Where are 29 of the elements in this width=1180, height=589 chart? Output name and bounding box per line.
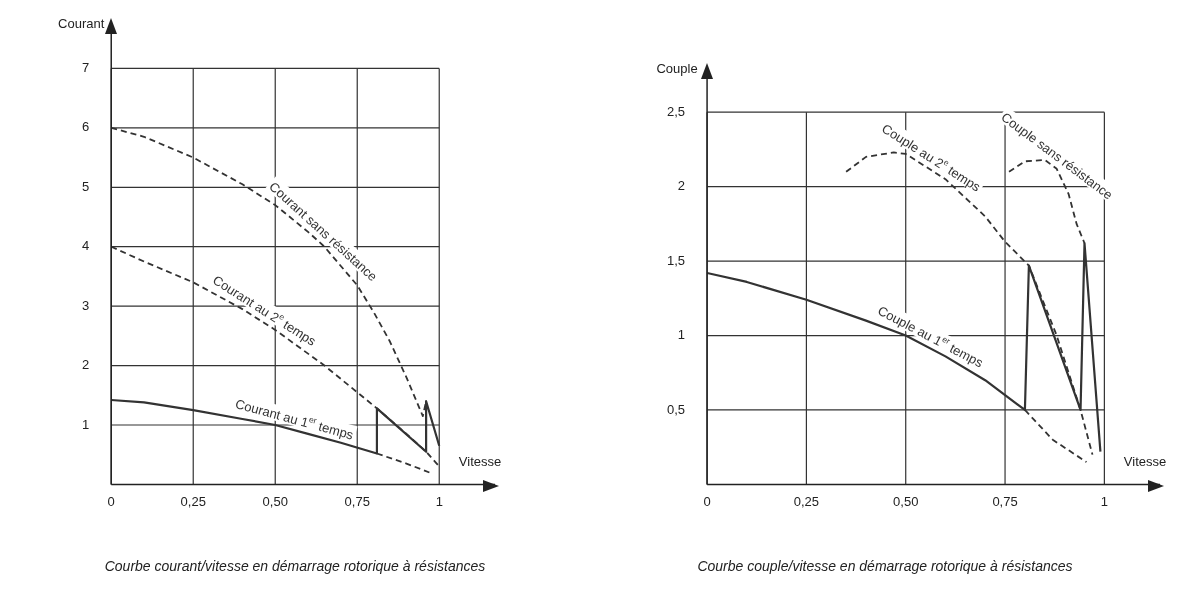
text: Courbe courant/vitesse en démarrage rotorique à résistances (103, 558, 487, 574)
x-axis-title: Vitesse (458, 454, 502, 470)
y-tick-label: 2 (82, 357, 90, 373)
x-tick-label: 1 (1100, 493, 1108, 509)
x-tick-label: 0 (703, 493, 711, 509)
x-tick-label: 1 (435, 493, 443, 509)
y-axis-title: Couple (656, 61, 698, 76)
x-tick-label: 0 (107, 493, 115, 509)
text: Courbe couple/vitesse en démarrage rotorique à résistances (696, 558, 1074, 574)
x-tick-label: 0,25 (793, 493, 820, 509)
x-tick-label: 0,50 (262, 493, 288, 509)
x-tick-label: 0,75 (992, 493, 1018, 509)
y-tick-label: 2 (677, 178, 686, 194)
y-tick-label: 5 (82, 178, 90, 194)
y-tick-label: 1 (82, 416, 90, 432)
text: Courant au 1er temps (233, 396, 356, 443)
y-tick-label: 1,5 (666, 252, 686, 268)
x-tick-label: 0,75 (344, 493, 370, 509)
x-axis-title: Vitesse (1123, 454, 1167, 470)
y-axis-title: Courant (58, 15, 105, 31)
x-tick-label: 0,25 (180, 493, 206, 509)
y-tick-label: 0,5 (666, 401, 686, 417)
y-tick-label: 4 (82, 238, 90, 254)
y-tick-label: 2,5 (666, 103, 686, 119)
y-tick-label: 1 (677, 327, 686, 343)
y-tick-label: 7 (82, 60, 90, 75)
y-tick-label: 3 (82, 297, 90, 313)
x-tick-label: 0,50 (893, 493, 919, 509)
y-tick-label: 6 (82, 119, 90, 135)
